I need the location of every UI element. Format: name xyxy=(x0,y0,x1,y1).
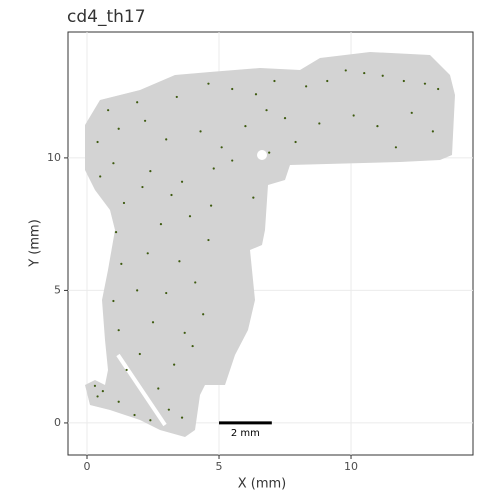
point xyxy=(431,130,434,133)
point xyxy=(112,162,115,165)
point xyxy=(231,87,234,91)
point xyxy=(188,215,192,218)
tissue xyxy=(85,52,455,437)
x-axis-label: X (mm) xyxy=(238,477,287,492)
point xyxy=(254,93,258,96)
point xyxy=(381,74,384,77)
y-axis-label: Y (mm) xyxy=(28,219,43,268)
point xyxy=(157,387,160,390)
point xyxy=(376,124,379,128)
point xyxy=(207,82,210,85)
point xyxy=(402,79,405,83)
tissue-gap xyxy=(116,353,167,427)
point xyxy=(265,109,268,112)
point xyxy=(175,95,178,99)
point xyxy=(159,223,163,226)
point xyxy=(423,82,427,85)
x-tick-label: 0 xyxy=(84,460,91,473)
point xyxy=(231,159,234,162)
point xyxy=(99,175,102,178)
point xyxy=(212,167,215,170)
tissue-hole xyxy=(257,150,267,160)
point xyxy=(146,252,149,255)
point xyxy=(318,122,321,125)
point xyxy=(294,140,297,144)
point xyxy=(101,390,104,393)
point xyxy=(252,196,255,199)
point xyxy=(167,408,170,411)
point xyxy=(209,204,213,207)
y-tick-label: 10 xyxy=(47,151,61,164)
scale-bar-label: 2 mm xyxy=(231,428,260,439)
point xyxy=(112,299,115,303)
point xyxy=(117,400,120,403)
point xyxy=(202,313,205,316)
point xyxy=(114,231,118,234)
point xyxy=(173,363,176,366)
point xyxy=(96,140,99,144)
point xyxy=(220,146,223,149)
point xyxy=(133,413,136,417)
point xyxy=(143,119,147,122)
point xyxy=(120,262,123,266)
point xyxy=(199,130,202,133)
point xyxy=(122,201,126,205)
point xyxy=(138,352,141,356)
point xyxy=(180,180,184,183)
point xyxy=(165,138,168,141)
point xyxy=(268,151,271,154)
point xyxy=(305,85,308,88)
point xyxy=(283,117,287,120)
point xyxy=(136,289,139,292)
point xyxy=(363,71,366,75)
point xyxy=(151,321,155,324)
point xyxy=(149,419,152,422)
point xyxy=(394,146,398,149)
point xyxy=(136,101,139,104)
point xyxy=(178,260,181,263)
y-tick-label: 0 xyxy=(54,416,61,429)
point xyxy=(93,384,97,387)
point xyxy=(273,79,276,83)
point xyxy=(96,395,99,398)
point xyxy=(326,79,329,83)
point xyxy=(194,281,197,284)
point xyxy=(125,368,128,372)
point xyxy=(244,124,247,128)
point xyxy=(117,329,120,332)
chart-title: cd4_th17 xyxy=(67,7,146,27)
point xyxy=(344,69,347,72)
point xyxy=(207,238,210,242)
point xyxy=(170,193,173,197)
point xyxy=(180,416,184,419)
point xyxy=(107,109,110,112)
x-tick-label: 5 xyxy=(216,460,223,473)
point xyxy=(141,185,144,189)
point xyxy=(183,331,186,334)
point xyxy=(117,127,120,130)
point xyxy=(410,111,413,114)
y-tick-label: 5 xyxy=(54,283,61,296)
x-tick-label: 10 xyxy=(344,460,358,473)
point xyxy=(165,291,168,295)
point xyxy=(437,87,440,91)
point xyxy=(352,114,355,117)
point xyxy=(149,170,152,173)
point xyxy=(191,344,194,348)
